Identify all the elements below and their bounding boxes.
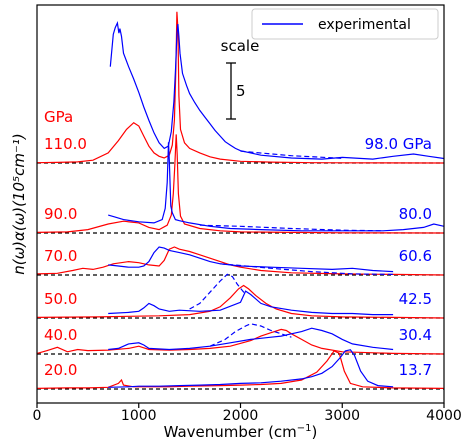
experimental-pressure-label-5: 13.7 [399, 361, 432, 379]
x-tick-label-4000: 4000 [426, 408, 462, 424]
experimental-dashed-line-0 [240, 150, 343, 159]
panels [36, 11, 445, 390]
legend-box [251, 8, 439, 40]
theory-pressure-label-3: 50.0 [44, 290, 77, 308]
x-axis-label: Wavenumber (cm−1) [164, 423, 318, 441]
panel-1 [36, 134, 445, 234]
experimental-pressure-label-0: 98.0 GPa [365, 135, 432, 153]
panel-4 [36, 323, 445, 355]
legend: experimental [251, 8, 439, 40]
experimental-line-0 [109, 20, 445, 160]
experimental-dashed-line-2 [220, 263, 394, 275]
panel-5 [36, 349, 445, 390]
experimental-pressure-label-2: 60.6 [399, 247, 432, 265]
x-tick-label-3000: 3000 [324, 408, 360, 424]
theory-pressure-label-1: 90.0 [44, 205, 77, 223]
experimental-line-3 [108, 290, 394, 316]
theory-line-0 [36, 11, 445, 164]
theory-line-4 [36, 328, 445, 355]
scale-label: scale [221, 37, 260, 55]
plot-area [37, 5, 444, 403]
panel-0 [36, 11, 445, 164]
y-axis-label: n(ω)α(ω)(10⁵cm⁻¹) [10, 133, 28, 275]
theory-pressure-label-2: 70.0 [44, 247, 77, 265]
theory-line-1 [36, 134, 445, 234]
x-axis: 0 1000 2000 3000 4000 [33, 403, 462, 424]
theory-line-5 [36, 350, 445, 389]
experimental-pressure-label-1: 80.0 [399, 205, 432, 223]
theory-line-3 [36, 284, 445, 319]
legend-label-experimental: experimental [318, 17, 411, 33]
theory-line-2 [36, 246, 445, 276]
x-tick-label-2000: 2000 [223, 408, 259, 424]
x-tick-label-0: 0 [33, 408, 42, 424]
experimental-dashed-line-1 [199, 224, 383, 232]
unit-label-gpa: GPa [44, 108, 73, 126]
experimental-line-1 [108, 142, 445, 232]
experimental-line-5 [108, 349, 394, 388]
x-tick-label-1000: 1000 [121, 408, 157, 424]
scale-value-label: 5 [236, 82, 246, 100]
panel-3 [36, 273, 445, 319]
experimental-line-4 [108, 327, 394, 351]
panel-2 [36, 246, 445, 276]
experimental-pressure-label-3: 42.5 [399, 290, 432, 308]
scale-bar: scale 5 [221, 37, 260, 120]
pressure-labels: 110.0 98.0 GPa 90.0 80.0 70.0 60.6 50.0 42.5 40.… [44, 135, 432, 379]
experimental-dashed-line-3 [189, 273, 247, 310]
experimental-pressure-label-4: 30.4 [399, 326, 432, 344]
theory-pressure-label-0: 110.0 [44, 135, 87, 153]
experimental-dashed-line-4 [209, 323, 292, 347]
experimental-line-2 [108, 246, 394, 273]
theory-pressure-label-4: 40.0 [44, 326, 77, 344]
theory-pressure-label-5: 20.0 [44, 361, 77, 379]
